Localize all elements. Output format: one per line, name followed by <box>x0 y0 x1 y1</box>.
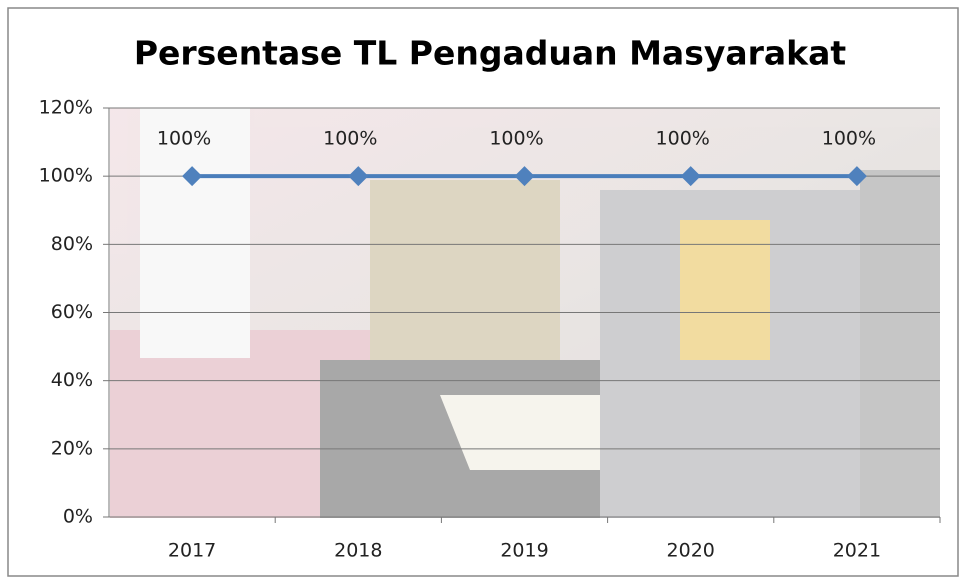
x-tick-label: 2017 <box>168 540 216 562</box>
x-tick-label: 2018 <box>334 540 382 562</box>
y-tick-label: 0% <box>63 506 93 528</box>
x-tick-label: 2020 <box>667 540 715 562</box>
y-tick-label: 120% <box>39 97 93 119</box>
y-tick-label: 80% <box>51 233 93 255</box>
y-tick-label: 60% <box>51 301 93 323</box>
y-tick-label: 100% <box>39 165 93 187</box>
x-tick-label: 2019 <box>500 540 548 562</box>
data-label: 100% <box>157 128 211 150</box>
chart: Persentase TL Pengaduan Masyarakat 0% 20%… <box>0 0 960 577</box>
y-tick-label: 40% <box>51 369 93 391</box>
data-label: 100% <box>323 128 377 150</box>
x-tick-label: 2021 <box>833 540 881 562</box>
data-label: 100% <box>656 128 710 150</box>
y-tick-label: 20% <box>51 437 93 459</box>
page: Persentase TL Pengaduan Masyarakat 0% 20%… <box>0 0 960 577</box>
chart-title: Persentase TL Pengaduan Masyarakat <box>134 34 847 73</box>
data-label: 100% <box>822 128 876 150</box>
data-label: 100% <box>489 128 543 150</box>
